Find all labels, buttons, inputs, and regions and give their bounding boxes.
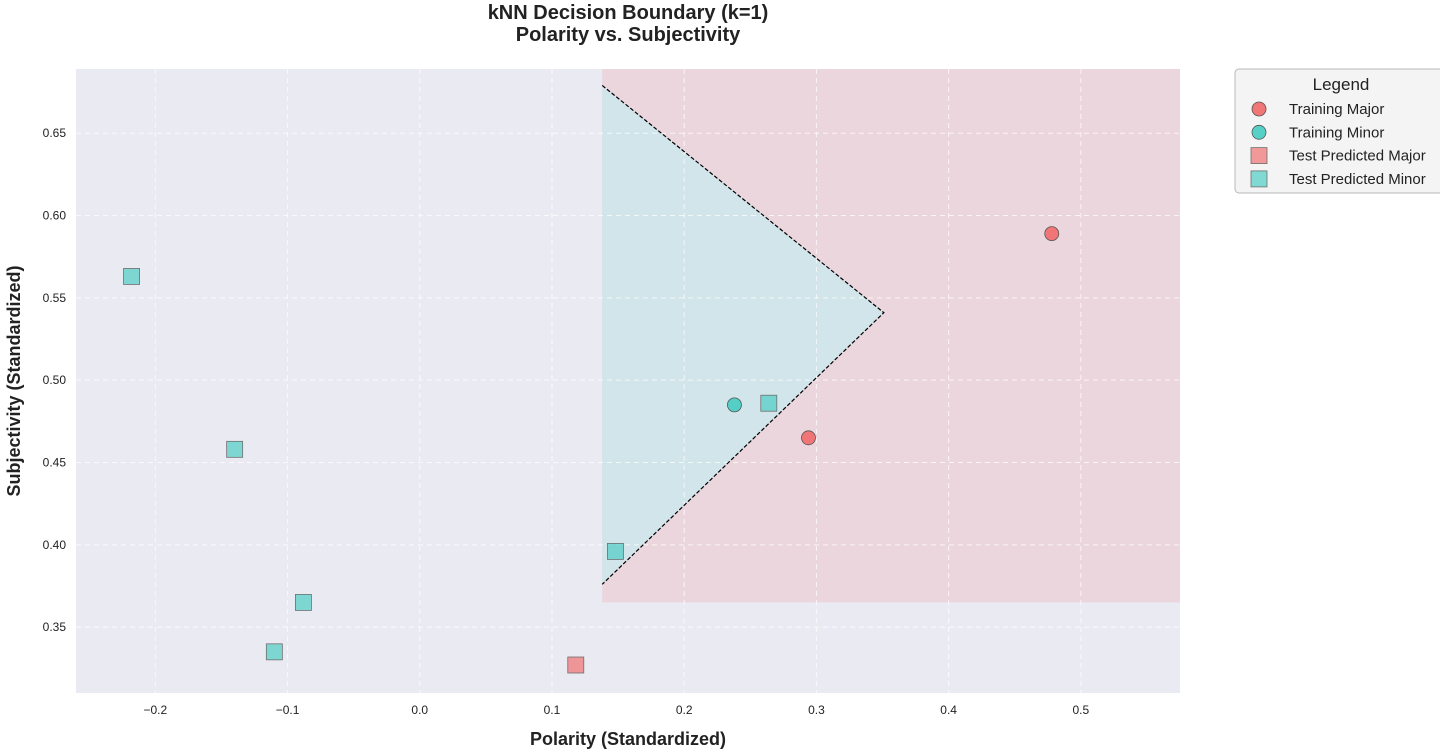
x-tick-label: 0.2 [676, 703, 693, 717]
legend-label: Training Major [1289, 101, 1384, 118]
decision-boundary [601, 84, 885, 585]
x-tick-label: 0.0 [411, 703, 428, 717]
test-point [607, 543, 624, 560]
y-tick-label: 0.35 [43, 620, 67, 634]
legend-label: Test Predicted Major [1289, 148, 1426, 165]
legend-marker [1250, 147, 1268, 165]
test-point [226, 440, 244, 458]
legend-label: Test Predicted Minor [1289, 171, 1426, 188]
test-point [265, 643, 283, 661]
training-point [801, 430, 816, 446]
y-axis-ticks: 0.35 0.40 0.45 0.50 0.55 0.60 0.65 [43, 126, 67, 634]
y-axis-label: Subjectivity (Standardized) [4, 265, 24, 496]
x-tick-label: 0.1 [544, 703, 561, 717]
legend-marker [1251, 124, 1267, 140]
y-tick-label: 0.40 [43, 538, 67, 552]
legend-title: Legend [1313, 75, 1370, 94]
grid-lines [76, 69, 1180, 693]
chart-title: kNN Decision Boundary (k=1) [488, 2, 769, 24]
training-point [727, 397, 742, 413]
x-tick-label: 0.3 [808, 703, 825, 717]
y-tick-label: 0.50 [43, 373, 67, 387]
x-axis-ticks: −0.2 −0.1 0.0 0.1 0.2 0.3 0.4 0.5 [143, 703, 1089, 717]
x-tick-label: 0.5 [1072, 703, 1089, 717]
y-tick-label: 0.65 [43, 126, 67, 140]
legend-marker [1251, 101, 1267, 117]
minor-region [602, 85, 884, 585]
x-tick-label: −0.1 [276, 703, 300, 717]
legend: Legend Training Major Training Minor Test … [1234, 68, 1440, 194]
x-axis-label: Polarity (Standardized) [530, 729, 726, 749]
data-points [123, 226, 1060, 674]
y-tick-label: 0.60 [43, 209, 67, 223]
legend-marker [1250, 170, 1268, 188]
boundary-line [601, 84, 885, 585]
y-tick-label: 0.45 [43, 455, 67, 469]
test-point [295, 594, 312, 611]
training-point [1044, 226, 1060, 242]
x-tick-label: 0.4 [940, 703, 957, 717]
test-point [567, 656, 585, 674]
test-point [760, 394, 778, 412]
legend-label: Training Minor [1289, 124, 1384, 141]
chart-subtitle: Polarity vs. Subjectivity [516, 24, 741, 46]
x-tick-label: −0.2 [143, 703, 167, 717]
plot-area [76, 69, 1180, 693]
test-point [123, 268, 140, 285]
y-tick-label: 0.55 [43, 291, 67, 305]
legend-items: Training Major Training Minor Test Predict… [1250, 101, 1426, 188]
legend-frame [1234, 68, 1440, 194]
decision-regions [602, 69, 1180, 603]
